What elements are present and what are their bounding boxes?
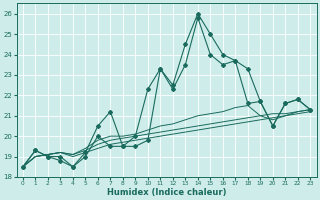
X-axis label: Humidex (Indice chaleur): Humidex (Indice chaleur)	[107, 188, 226, 197]
